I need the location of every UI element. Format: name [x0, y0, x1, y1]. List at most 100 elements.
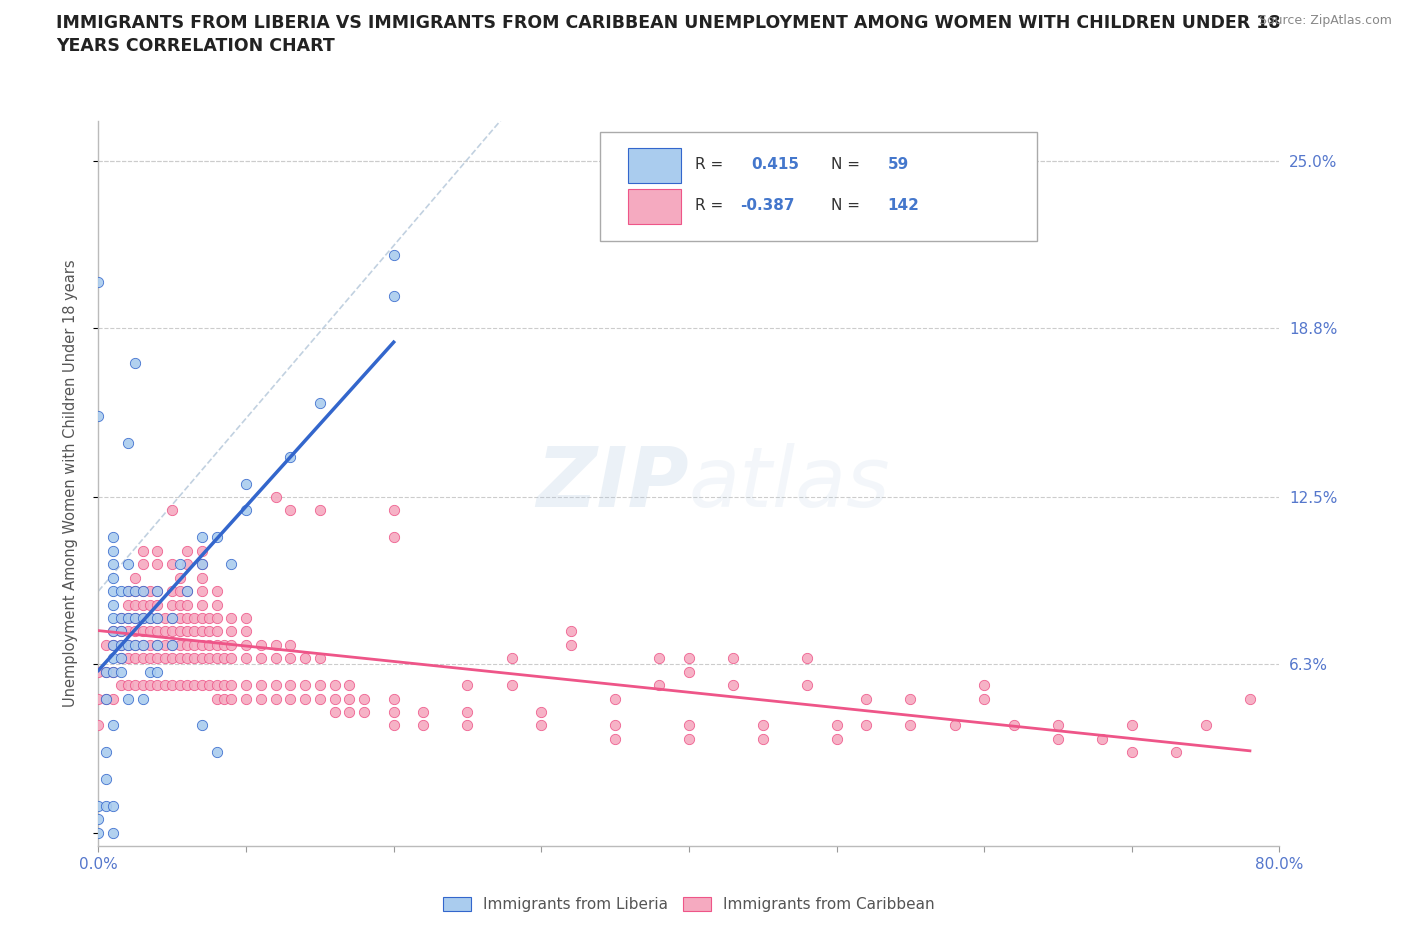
Point [219, 637, 242, 652]
Point [205, 637, 228, 652]
Point [678, 664, 700, 679]
Point [205, 678, 228, 693]
Point [176, 637, 198, 652]
Point [139, 678, 162, 693]
Point [530, 718, 553, 733]
Point [183, 678, 205, 693]
Point [678, 651, 700, 666]
Point [117, 436, 139, 451]
Point [110, 664, 132, 679]
Point [235, 476, 257, 491]
Point [110, 624, 132, 639]
Point [294, 678, 316, 693]
Point [162, 637, 183, 652]
Text: ZIP: ZIP [536, 443, 689, 525]
Point [1091, 731, 1114, 746]
Point [139, 584, 162, 599]
Point [191, 678, 214, 693]
Point [132, 691, 155, 706]
Point [198, 610, 221, 625]
Point [110, 610, 132, 625]
Point [110, 678, 132, 693]
Point [339, 705, 360, 720]
Point [294, 691, 316, 706]
Point [110, 624, 132, 639]
Point [219, 557, 242, 572]
Point [146, 610, 169, 625]
Point [855, 718, 877, 733]
Point [94, 664, 117, 679]
Point [124, 637, 146, 652]
Point [132, 637, 155, 652]
Point [191, 530, 214, 545]
Point [323, 691, 346, 706]
Point [176, 651, 198, 666]
Point [103, 637, 125, 652]
Point [162, 610, 183, 625]
Point [117, 584, 139, 599]
Point [124, 678, 146, 693]
Point [139, 651, 162, 666]
Point [169, 557, 191, 572]
Point [183, 651, 205, 666]
Point [560, 637, 582, 652]
Point [191, 624, 214, 639]
Text: 0.415: 0.415 [752, 157, 800, 172]
Point [323, 705, 346, 720]
Point [169, 597, 191, 612]
Point [191, 651, 214, 666]
Point [103, 664, 125, 679]
Point [191, 557, 214, 572]
Bar [627, 148, 681, 182]
Point [250, 691, 273, 706]
Point [176, 584, 198, 599]
Point [146, 651, 169, 666]
Point [501, 678, 523, 693]
Point [751, 718, 773, 733]
Point [110, 637, 132, 652]
Point [110, 651, 132, 666]
Point [973, 691, 995, 706]
Point [605, 691, 627, 706]
Point [87, 691, 110, 706]
Point [117, 610, 139, 625]
Point [146, 597, 169, 612]
Point [1195, 718, 1218, 733]
Point [825, 731, 848, 746]
Point [353, 691, 375, 706]
Point [176, 597, 198, 612]
Point [191, 637, 214, 652]
Text: R =: R = [695, 157, 723, 172]
Point [191, 718, 214, 733]
Point [94, 637, 117, 652]
Point [264, 637, 287, 652]
Point [235, 637, 257, 652]
Point [278, 678, 302, 693]
Point [605, 718, 627, 733]
Point [169, 637, 191, 652]
Point [103, 799, 125, 814]
Point [212, 651, 235, 666]
Point [169, 570, 191, 585]
Point [162, 624, 183, 639]
Point [103, 584, 125, 599]
Point [205, 530, 228, 545]
Point [250, 678, 273, 693]
Point [278, 691, 302, 706]
Point [825, 718, 848, 733]
Point [353, 705, 375, 720]
Point [382, 705, 405, 720]
Point [456, 718, 478, 733]
Point [110, 651, 132, 666]
Point [103, 530, 125, 545]
Point [212, 637, 235, 652]
Point [103, 624, 125, 639]
Point [198, 637, 221, 652]
Point [382, 691, 405, 706]
Point [169, 624, 191, 639]
Point [235, 691, 257, 706]
Point [103, 610, 125, 625]
Y-axis label: Unemployment Among Women with Children Under 18 years: Unemployment Among Women with Children U… [63, 259, 77, 708]
Point [117, 610, 139, 625]
Point [153, 610, 176, 625]
